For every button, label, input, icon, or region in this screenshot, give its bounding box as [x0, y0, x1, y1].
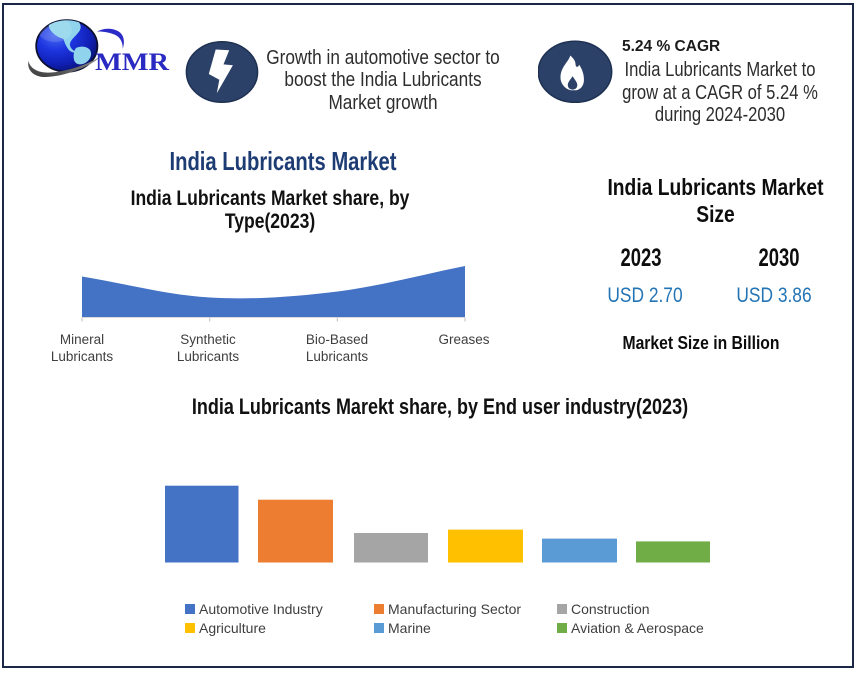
svg-text:MMR: MMR [95, 49, 170, 76]
